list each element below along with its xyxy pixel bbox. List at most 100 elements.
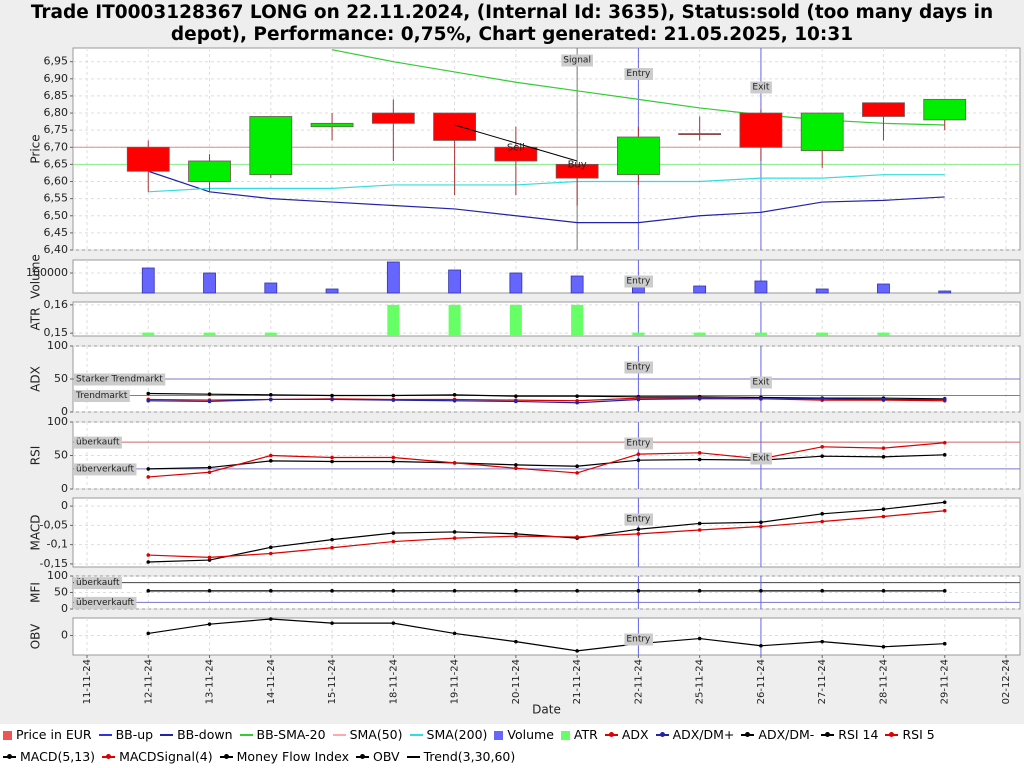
candle-body	[433, 112, 477, 141]
annotation-label: Entry	[626, 635, 651, 645]
series-dot	[330, 397, 334, 402]
annotation-label: überverkauft	[76, 464, 135, 474]
y-tick-label: 6,75	[44, 123, 69, 136]
bar	[509, 272, 523, 294]
legend-label: MACD(5,13)	[20, 749, 96, 764]
legend-marker	[3, 754, 16, 760]
y-tick-label: 6,40	[44, 243, 69, 256]
series-dot	[636, 397, 641, 402]
legend-marker	[3, 730, 12, 740]
bar	[938, 290, 952, 294]
annotation-bg	[624, 68, 654, 80]
annotation-bg	[750, 452, 772, 465]
bar	[264, 332, 277, 336]
series-dot	[207, 399, 212, 404]
y-tick-label: 6,95	[44, 55, 69, 68]
y-tick-label: 6,65	[44, 157, 69, 170]
series-dot	[881, 514, 886, 519]
series-dot	[575, 464, 579, 469]
legend-label: Money Flow Index	[236, 749, 349, 764]
series-dot	[514, 639, 518, 644]
legend-marker	[332, 734, 346, 736]
annotation-bg	[624, 633, 654, 646]
legend-label: SMA(200)	[426, 727, 488, 742]
legend-marker	[409, 734, 423, 736]
legend-item: OBV	[355, 746, 400, 768]
series-dot	[452, 398, 457, 403]
series-dot	[514, 399, 518, 404]
series-line	[148, 442, 945, 478]
series-dot	[330, 459, 334, 464]
series-dot	[820, 512, 824, 516]
annotation-label: Trendmarkt	[75, 391, 128, 401]
y-axis-label: MFI	[29, 582, 43, 603]
y-tick-label: 6,80	[44, 106, 69, 119]
y-axis-label: ATR	[29, 308, 43, 331]
series-dot	[575, 535, 579, 539]
series-dot	[452, 461, 457, 465]
series-dot	[330, 545, 334, 550]
series-dot	[391, 398, 396, 402]
series-dot	[881, 589, 886, 593]
series-dot	[269, 453, 273, 458]
series-line	[148, 174, 945, 193]
x-tick-label: 13-11-24	[205, 659, 216, 704]
series-dot	[269, 393, 273, 397]
x-tick-label: 11-11-24	[82, 659, 93, 704]
series-dot	[820, 589, 824, 593]
legend-label: SMA(50)	[349, 727, 403, 742]
annotation-label: Entry	[626, 439, 651, 449]
legend-item: SMA(50)	[332, 724, 403, 746]
series-dot	[942, 508, 947, 513]
series-line	[148, 510, 945, 558]
bar	[448, 269, 462, 294]
series-dot	[514, 534, 518, 538]
annotation-label: Entry	[626, 515, 651, 525]
y-axis-label: MACD	[29, 515, 43, 551]
x-tick-label: 02-12-24	[1001, 659, 1012, 704]
series-dot	[942, 500, 947, 505]
series-dot	[269, 617, 273, 621]
series-dot	[942, 641, 947, 646]
series-dot	[146, 631, 151, 636]
series-dot	[881, 507, 886, 511]
series-line	[148, 170, 945, 224]
series-dot	[330, 393, 334, 398]
series-dot	[881, 455, 886, 459]
series-dot	[636, 527, 641, 532]
bar	[325, 288, 339, 294]
legend-label: MACDSignal(4)	[119, 749, 213, 764]
annotation-bg	[74, 373, 166, 386]
legend-item: MACD(5,13)	[3, 746, 95, 768]
series-dot	[391, 455, 396, 460]
annotation-bg	[561, 54, 593, 67]
series-line	[148, 618, 945, 652]
y-tick-label: -0,1	[47, 538, 68, 551]
series-dot	[146, 467, 151, 471]
candle-body	[617, 136, 660, 176]
series-dot	[514, 463, 518, 467]
series-line	[148, 454, 945, 470]
plot-area	[72, 617, 1021, 656]
annotation-bg	[74, 596, 137, 609]
legend-marker	[655, 732, 669, 738]
series-dot	[207, 392, 212, 396]
y-tick-label: 6,85	[44, 89, 69, 102]
legend-marker	[560, 730, 570, 740]
bar	[754, 280, 768, 294]
plot-area	[72, 301, 1021, 337]
series-dot	[391, 459, 396, 464]
series-dot	[207, 470, 212, 475]
series-dot	[636, 589, 641, 593]
annotation-label: überkauft	[76, 438, 120, 448]
series-dot	[330, 621, 334, 625]
y-tick-label: 0,15	[44, 326, 69, 339]
series-dot	[759, 643, 763, 648]
y-axis-label: Price	[29, 134, 43, 163]
annotation-bg	[74, 463, 137, 476]
series-dot	[820, 519, 824, 524]
series-dot	[452, 530, 457, 534]
series-dot	[146, 553, 151, 557]
series-dot	[207, 555, 212, 560]
series-dot	[269, 545, 273, 550]
